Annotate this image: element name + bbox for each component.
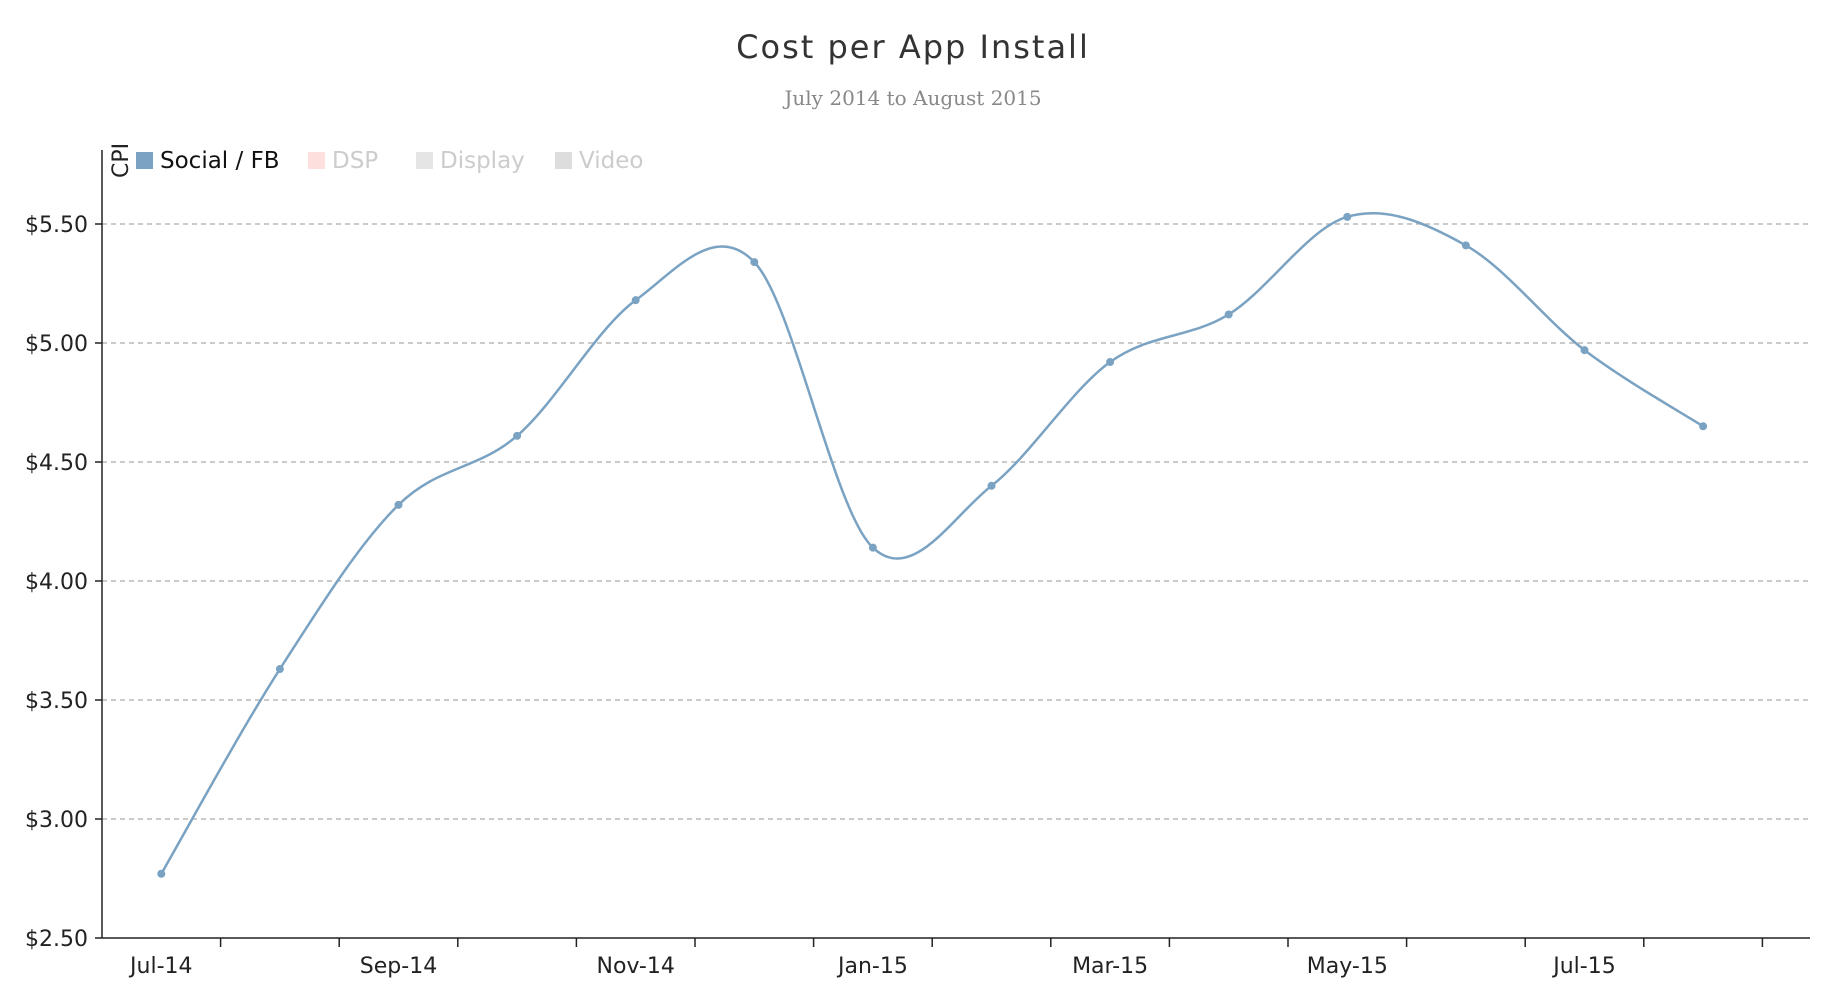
x-tick-label: May-15	[1307, 954, 1388, 979]
legend-swatch-social-fb[interactable]	[136, 152, 153, 169]
y-tick-label: $5.00	[25, 332, 88, 357]
data-point-jul-15	[1580, 346, 1589, 355]
legend-swatch-dsp[interactable]	[308, 152, 325, 169]
x-tick-label: Mar-15	[1072, 954, 1148, 979]
data-point-jun-15	[1461, 241, 1470, 250]
data-point-mar-15	[1106, 358, 1115, 367]
data-point-aug-14	[275, 665, 284, 674]
x-tick-label: Jul-15	[1551, 954, 1615, 979]
data-point-aug-15	[1699, 422, 1708, 431]
data-point-feb-15	[987, 481, 996, 490]
y-axis: $2.50 $3.00 $3.50 $4.00 $4.50 $5.00 $5.50	[25, 150, 103, 952]
legend-item-display[interactable]: Display	[440, 148, 525, 174]
data-point-sep-14	[394, 500, 403, 509]
legend-item-dsp[interactable]: DSP	[332, 148, 378, 174]
legend-swatch-video[interactable]	[555, 152, 572, 169]
x-tick-label: Jan-15	[836, 954, 908, 979]
chart-subtitle: July 2014 to August 2015	[784, 86, 1042, 110]
y-tick-label: $4.00	[25, 570, 88, 595]
y-tick-label: $5.50	[25, 213, 88, 238]
y-axis-title: CPI	[109, 143, 134, 178]
y-tick-label: $4.50	[25, 451, 88, 476]
data-point-jan-15	[868, 543, 877, 552]
y-tick-label: $2.50	[25, 927, 88, 952]
legend-swatch-display[interactable]	[416, 152, 433, 169]
x-tick-label: Jul-14	[128, 954, 192, 979]
legend: Social / FB DSP Display Video	[136, 148, 643, 174]
series-line-social-fb	[160, 212, 1704, 875]
data-point-may-15	[1343, 212, 1352, 221]
data-point-dec-14	[750, 258, 759, 267]
data-point-oct-14	[513, 431, 522, 440]
data-point-jul-14	[157, 869, 166, 878]
x-axis: Jul-14 Sep-14 Nov-14 Jan-15 Mar-15 May-15 Jul-…	[102, 937, 1810, 979]
data-point-nov-14	[631, 296, 640, 305]
y-tick-label: $3.50	[25, 689, 88, 714]
y-tick-label: $3.00	[25, 808, 88, 833]
gridlines	[102, 223, 1810, 820]
legend-item-social-fb[interactable]: Social / FB	[160, 148, 280, 174]
x-tick-label: Nov-14	[597, 954, 675, 979]
chart-title: Cost per App Install	[736, 28, 1090, 66]
series-layer	[157, 212, 1708, 878]
data-point-apr-15	[1224, 310, 1233, 319]
legend-item-video[interactable]: Video	[579, 148, 643, 174]
x-tick-label: Sep-14	[360, 954, 437, 979]
